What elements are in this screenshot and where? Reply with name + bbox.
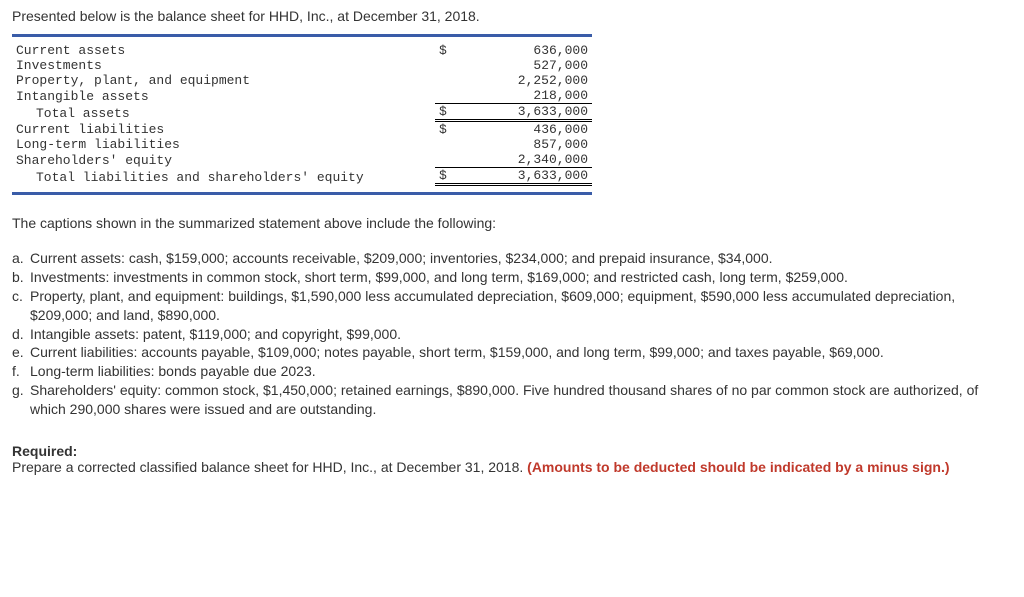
list-item: e.Current liabilities: accounts payable,… xyxy=(12,343,1012,362)
currency-symbol: $ xyxy=(435,121,463,138)
item-text: Current liabilities: accounts payable, $… xyxy=(30,343,1012,362)
item-letter: b. xyxy=(12,268,30,287)
detail-list: a.Current assets: cash, $159,000; accoun… xyxy=(12,249,1012,419)
table-row: Shareholders' equity 2,340,000 xyxy=(12,152,592,168)
currency-symbol xyxy=(435,152,463,168)
table-row: Intangible assets 218,000 xyxy=(12,88,592,104)
list-item: a.Current assets: cash, $159,000; accoun… xyxy=(12,249,1012,268)
required-text: Prepare a corrected classified balance s… xyxy=(12,459,527,475)
row-label: Total liabilities and shareholders' equi… xyxy=(12,168,435,185)
table-row: Total liabilities and shareholders' equi… xyxy=(12,168,592,185)
required-heading: Required: xyxy=(12,443,1012,459)
item-letter: f. xyxy=(12,362,30,381)
item-text: Long-term liabilities: bonds payable due… xyxy=(30,362,1012,381)
caption-intro: The captions shown in the summarized sta… xyxy=(12,215,1012,231)
row-amount: 3,633,000 xyxy=(463,104,592,121)
table-row: Long-term liabilities 857,000 xyxy=(12,137,592,152)
row-label: Property, plant, and equipment xyxy=(12,73,435,88)
row-amount: 857,000 xyxy=(463,137,592,152)
row-amount: 218,000 xyxy=(463,88,592,104)
row-amount: 2,252,000 xyxy=(463,73,592,88)
item-letter: c. xyxy=(12,287,30,325)
balance-sheet: Current assets$636,000Investments527,000… xyxy=(12,34,592,195)
currency-symbol: $ xyxy=(435,104,463,121)
item-text: Property, plant, and equipment: building… xyxy=(30,287,1012,325)
currency-symbol xyxy=(435,73,463,88)
row-label: Current liabilities xyxy=(12,121,435,138)
row-amount: 3,633,000 xyxy=(463,168,592,185)
item-text: Investments: investments in common stock… xyxy=(30,268,1012,287)
table-row: Property, plant, and equipment 2,252,000 xyxy=(12,73,592,88)
row-label: Current assets xyxy=(12,43,435,58)
item-letter: d. xyxy=(12,325,30,344)
required-block: Required: Prepare a corrected classified… xyxy=(12,443,1012,475)
table-row: Current liabilities$436,000 xyxy=(12,121,592,138)
row-amount: 527,000 xyxy=(463,58,592,73)
row-label: Long-term liabilities xyxy=(12,137,435,152)
row-amount: 2,340,000 xyxy=(463,152,592,168)
currency-symbol xyxy=(435,58,463,73)
item-letter: a. xyxy=(12,249,30,268)
item-letter: e. xyxy=(12,343,30,362)
intro-text: Presented below is the balance sheet for… xyxy=(12,8,1012,24)
list-item: d.Intangible assets: patent, $119,000; a… xyxy=(12,325,1012,344)
row-amount: 436,000 xyxy=(463,121,592,138)
list-item: f.Long-term liabilities: bonds payable d… xyxy=(12,362,1012,381)
row-label: Intangible assets xyxy=(12,88,435,104)
table-row: Investments 527,000 xyxy=(12,58,592,73)
currency-symbol: $ xyxy=(435,43,463,58)
row-amount: 636,000 xyxy=(463,43,592,58)
list-item: g.Shareholders' equity: common stock, $1… xyxy=(12,381,1012,419)
list-item: b.Investments: investments in common sto… xyxy=(12,268,1012,287)
currency-symbol: $ xyxy=(435,168,463,185)
row-label: Investments xyxy=(12,58,435,73)
currency-symbol xyxy=(435,88,463,104)
list-item: c.Property, plant, and equipment: buildi… xyxy=(12,287,1012,325)
table-row: Current assets$636,000 xyxy=(12,43,592,58)
item-text: Shareholders' equity: common stock, $1,4… xyxy=(30,381,1012,419)
item-letter: g. xyxy=(12,381,30,419)
item-text: Intangible assets: patent, $119,000; and… xyxy=(30,325,1012,344)
required-note: (Amounts to be deducted should be indica… xyxy=(527,459,949,475)
currency-symbol xyxy=(435,137,463,152)
row-label: Shareholders' equity xyxy=(12,152,435,168)
item-text: Current assets: cash, $159,000; accounts… xyxy=(30,249,1012,268)
table-row: Total assets$3,633,000 xyxy=(12,104,592,121)
row-label: Total assets xyxy=(12,104,435,121)
